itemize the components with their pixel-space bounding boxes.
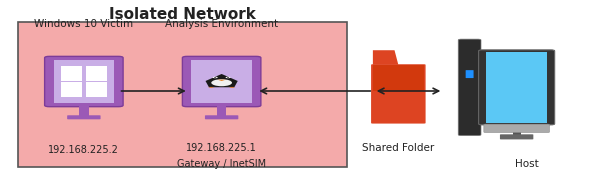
Text: Shared Folder: Shared Folder (362, 143, 434, 153)
Ellipse shape (213, 77, 217, 78)
Bar (61, 82, 82, 97)
FancyBboxPatch shape (67, 115, 101, 119)
Bar (486, 52, 547, 122)
Bar (191, 60, 252, 103)
FancyBboxPatch shape (373, 65, 424, 91)
Bar (86, 66, 107, 81)
Text: Analysis Environment: Analysis Environment (165, 19, 278, 29)
Polygon shape (229, 87, 235, 88)
Text: Host: Host (515, 159, 539, 169)
FancyBboxPatch shape (18, 22, 347, 167)
Text: Windows 10 Victim: Windows 10 Victim (34, 19, 134, 29)
Bar (217, 105, 226, 116)
Polygon shape (205, 74, 238, 87)
FancyBboxPatch shape (45, 56, 123, 107)
Polygon shape (217, 80, 226, 81)
Text: 192.168.225.1: 192.168.225.1 (186, 143, 257, 153)
Bar (61, 66, 82, 81)
Ellipse shape (226, 77, 231, 78)
Polygon shape (208, 87, 214, 88)
FancyBboxPatch shape (458, 39, 481, 136)
FancyBboxPatch shape (465, 70, 474, 78)
FancyBboxPatch shape (182, 56, 261, 107)
Bar (513, 124, 521, 135)
Polygon shape (373, 50, 398, 65)
FancyBboxPatch shape (371, 64, 425, 124)
Ellipse shape (227, 77, 229, 78)
Text: 192.168.225.2: 192.168.225.2 (49, 145, 119, 155)
Text: Isolated Network: Isolated Network (109, 7, 256, 22)
Bar (53, 60, 114, 103)
FancyBboxPatch shape (205, 115, 238, 119)
Ellipse shape (214, 77, 216, 78)
FancyBboxPatch shape (500, 134, 533, 139)
FancyBboxPatch shape (484, 124, 549, 132)
Ellipse shape (211, 79, 232, 86)
Bar (79, 105, 89, 116)
Bar (86, 82, 107, 97)
FancyBboxPatch shape (479, 50, 555, 125)
Text: Gateway / InetSIM: Gateway / InetSIM (177, 159, 266, 169)
